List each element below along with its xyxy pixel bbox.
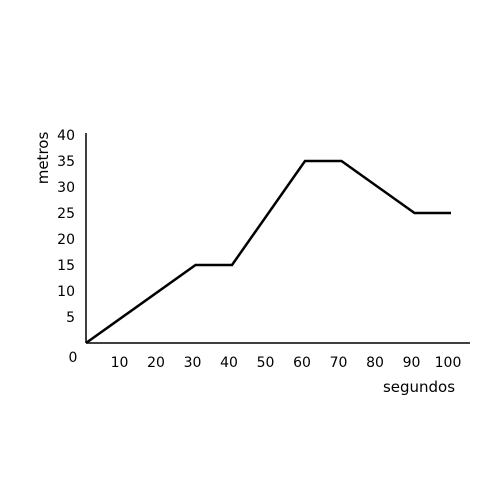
x-tick-label: 30 xyxy=(184,355,202,371)
x-tick-label: 100 xyxy=(435,355,462,371)
y-tick-label: 30 xyxy=(57,180,75,196)
series-group xyxy=(85,159,451,345)
y-tick-label: 40 xyxy=(57,128,75,144)
x-tick-label: 40 xyxy=(220,355,238,371)
y-tick-label: 25 xyxy=(57,206,75,222)
series-line xyxy=(85,159,451,345)
x-tick-label: 70 xyxy=(330,355,348,371)
y-tick-labels: 5 10 15 20 25 30 35 40 xyxy=(57,128,75,326)
y-tick-label: 5 xyxy=(66,310,75,326)
x-tick-label: 80 xyxy=(366,355,384,371)
y-tick-label: 35 xyxy=(57,154,75,170)
x-tick-label: 10 xyxy=(111,355,129,371)
x-tick-labels: 10 20 30 40 50 60 70 80 90 100 xyxy=(111,355,462,371)
y-tick-label: 20 xyxy=(57,232,75,248)
origin-label: 0 xyxy=(69,350,78,366)
x-tick-label: 60 xyxy=(293,355,311,371)
y-tick-label: 10 xyxy=(57,284,75,300)
x-tick-label: 50 xyxy=(257,355,275,371)
x-tick-label: 20 xyxy=(147,355,165,371)
y-axis-label: metros xyxy=(34,132,52,185)
axes xyxy=(85,133,470,344)
x-tick-label: 90 xyxy=(403,355,421,371)
y-tick-label: 15 xyxy=(57,258,75,274)
x-axis-label: segundos xyxy=(383,378,455,396)
